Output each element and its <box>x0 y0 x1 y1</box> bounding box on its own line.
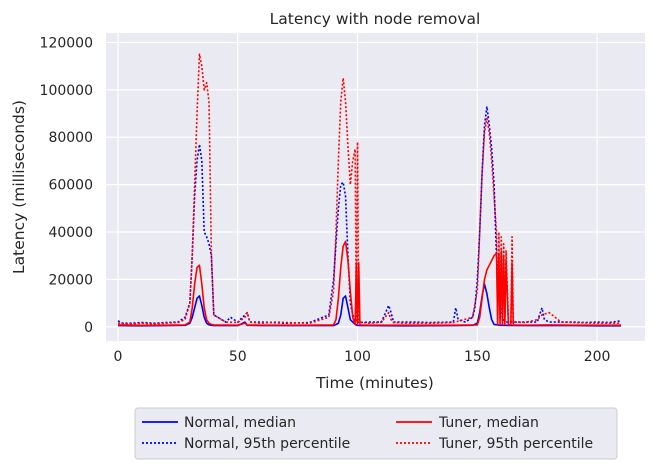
y-tick-label: 20000 <box>48 272 93 288</box>
x-axis-label: Time (minutes) <box>315 374 434 392</box>
x-tick-label: 100 <box>344 349 371 365</box>
y-axis-ticks: 0 20000 40000 60000 80000 100000 120000 <box>40 35 93 335</box>
legend-label-normal-median: Normal, median <box>184 415 296 431</box>
series-line-normal-95th-percentile <box>117 105 622 325</box>
x-tick-label: 200 <box>584 349 611 365</box>
series-line-normal-median <box>117 283 622 327</box>
y-axis-label: Latency (milliseconds) <box>10 100 28 274</box>
y-tick-label: 80000 <box>48 130 93 146</box>
legend-label-tuner-median: Tuner, median <box>438 415 539 431</box>
x-tick-label: 50 <box>229 349 247 365</box>
legend: Normal, median Normal, 95th percentile T… <box>134 407 618 460</box>
y-tick-label: 120000 <box>40 35 93 51</box>
legend-label-normal-p95: Normal, 95th percentile <box>184 436 350 452</box>
x-tick-label: 150 <box>464 349 491 365</box>
series-line-tuner-95th-percentile <box>117 53 622 325</box>
chart-title: Latency with node removal <box>270 10 481 28</box>
y-tick-label: 0 <box>84 320 93 336</box>
series-group <box>117 53 622 327</box>
series-line-tuner-median <box>117 240 622 327</box>
legend-label-tuner-p95: Tuner, 95th percentile <box>438 436 593 452</box>
y-tick-label: 40000 <box>48 225 93 241</box>
y-tick-label: 100000 <box>40 83 93 99</box>
y-tick-label: 60000 <box>48 178 93 194</box>
x-tick-label: 0 <box>114 349 123 365</box>
legend-box <box>134 407 618 460</box>
plot-area <box>106 33 645 341</box>
x-axis-ticks: 0 50 100 150 200 <box>114 349 611 365</box>
